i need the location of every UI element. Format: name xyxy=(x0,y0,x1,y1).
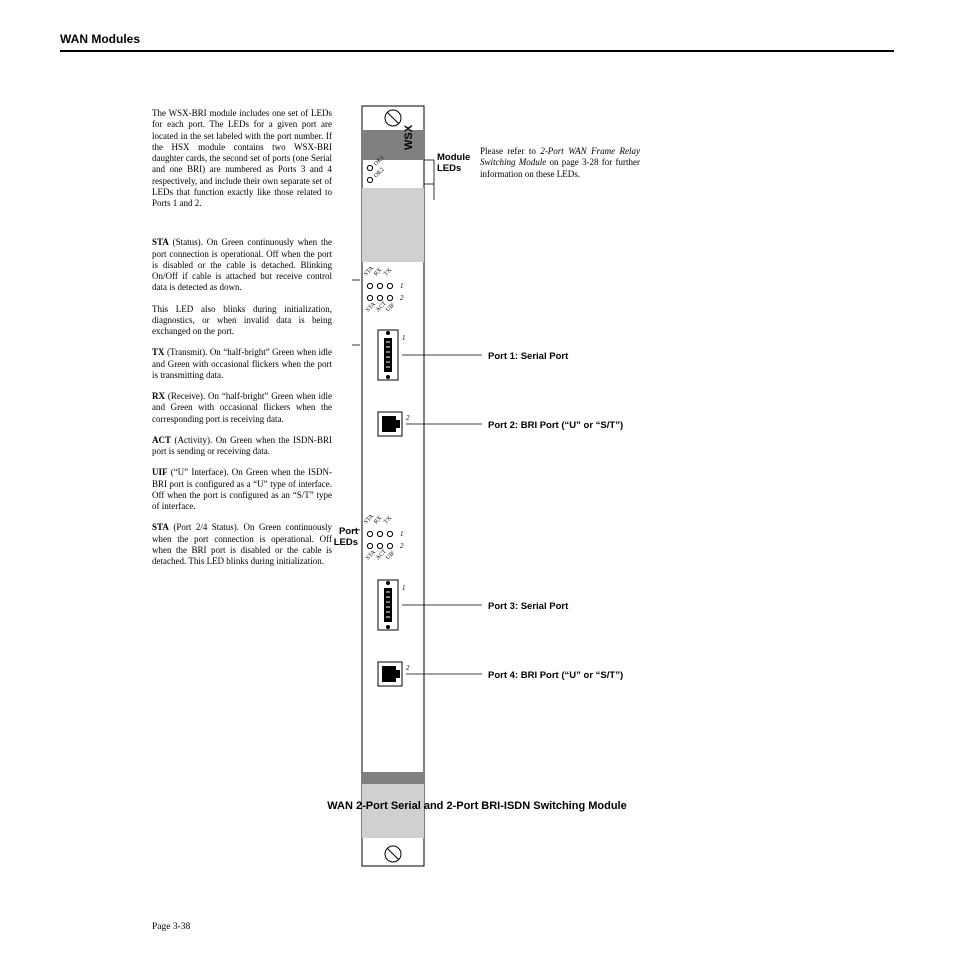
svg-text:2: 2 xyxy=(406,664,410,672)
content-area: The WSX-BRI module includes one set of L… xyxy=(60,108,894,908)
svg-text:TX: TX xyxy=(383,515,393,525)
svg-text:UIF: UIF xyxy=(385,302,397,314)
led-tag: (Transmit). xyxy=(165,347,210,357)
svg-text:TX: TX xyxy=(383,267,393,277)
led-name: STA xyxy=(152,237,169,247)
svg-text:2: 2 xyxy=(406,414,410,422)
header-rule xyxy=(60,50,894,52)
led-name: UIF xyxy=(152,467,168,477)
svg-text:UIF: UIF xyxy=(385,550,397,562)
led-tag: (“U” Interface). xyxy=(168,467,232,477)
port2-label: Port 2: BRI Port (“U” or “S/T”) xyxy=(488,420,623,431)
port1-label: Port 1: Serial Port xyxy=(488,351,568,362)
left-text-column: The WSX-BRI module includes one set of L… xyxy=(152,108,332,577)
led-tag: (Port 2/4 Status). xyxy=(169,522,244,532)
module-diagram: WSX OK1 OK2 1 STA RX TX 2 STA ACT UIF xyxy=(352,100,642,870)
led-sta24: STA (Port 2/4 Status). On Green continuo… xyxy=(152,522,332,567)
led-sta-extra: This LED also blinks during initializati… xyxy=(152,304,332,338)
page-header-title: WAN Modules xyxy=(60,32,894,46)
module-leds-ref: Please refer to 2-Port WAN Frame Relay S… xyxy=(480,146,640,180)
led-desc: This LED also blinks during initializati… xyxy=(152,304,332,337)
led-act: ACT (Activity). On Green when the ISDN-B… xyxy=(152,435,332,458)
svg-text:RX: RX xyxy=(373,515,384,526)
led-tag: (Status). xyxy=(169,237,207,247)
port3-label: Port 3: Serial Port xyxy=(488,601,568,612)
module-leds-l1: Module xyxy=(437,152,470,163)
svg-text:2: 2 xyxy=(400,542,404,550)
wsx-label: WSX xyxy=(403,124,415,150)
led-rx: RX (Receive). On “half-bright” Green whe… xyxy=(152,391,332,425)
module-leds-label: Module LEDs xyxy=(437,152,470,175)
led-name: RX xyxy=(152,391,165,401)
led-name: ACT xyxy=(152,435,171,445)
led-name: TX xyxy=(152,347,165,357)
svg-text:OK2: OK2 xyxy=(373,167,385,179)
svg-text:STA: STA xyxy=(365,549,377,561)
svg-text:1: 1 xyxy=(400,282,404,290)
led-uif: UIF (“U” Interface). On Green when the I… xyxy=(152,467,332,512)
led-name: STA xyxy=(152,522,169,532)
svg-text:1: 1 xyxy=(402,334,406,342)
led-tag: (Receive). xyxy=(165,391,208,401)
figure-caption: WAN 2-Port Serial and 2-Port BRI-ISDN Sw… xyxy=(0,800,954,812)
module-leds-l2: LEDs xyxy=(437,163,461,174)
svg-text:2: 2 xyxy=(400,294,404,302)
svg-text:STA: STA xyxy=(363,513,375,525)
svg-text:1: 1 xyxy=(402,584,406,592)
page-number: Page 3-38 xyxy=(152,922,190,932)
port4-label: Port 4: BRI Port (“U” or “S/T”) xyxy=(488,670,623,681)
led-tx: TX (Transmit). On “half-bright” Green wh… xyxy=(152,347,332,381)
svg-text:1: 1 xyxy=(400,530,404,538)
led-sta: STA (Status). On Green continuously when… xyxy=(152,237,332,293)
intro-paragraph: The WSX-BRI module includes one set of L… xyxy=(152,108,332,209)
svg-text:STA: STA xyxy=(363,265,375,277)
ref-pre: Please refer to xyxy=(480,146,540,156)
svg-text:RX: RX xyxy=(373,267,384,278)
svg-text:STA: STA xyxy=(365,301,377,313)
led-tag: (Activity). xyxy=(171,435,216,445)
